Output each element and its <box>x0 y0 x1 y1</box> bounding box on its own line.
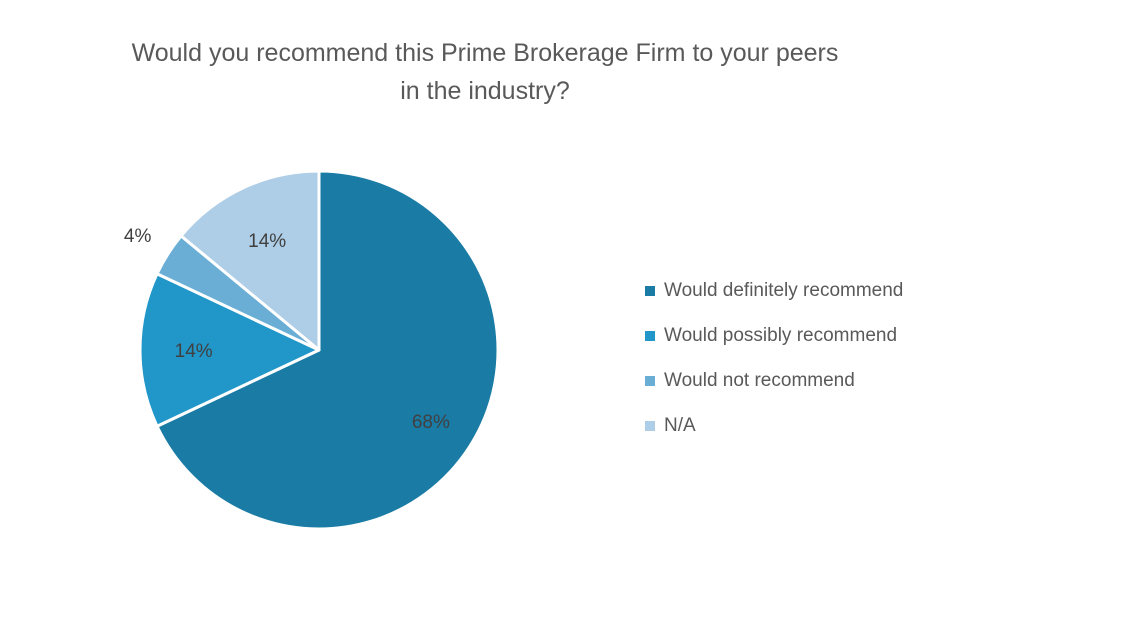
legend: Would definitely recommend Would possibly… <box>645 268 903 448</box>
pie-slice-n-a <box>179 169 321 352</box>
data-label-n-a: 14% <box>248 231 286 252</box>
legend-item-would-possibly-recommend: Would possibly recommend <box>645 313 903 358</box>
legend-label-would-not-recommend: Would not recommend <box>664 369 855 391</box>
legend-item-would-not-recommend: Would not recommend <box>645 358 903 403</box>
data-label-would-possibly-recommend: 14% <box>175 341 213 362</box>
legend-item-n-a: N/A <box>645 403 903 448</box>
data-label-would-definitely-recommend: 68% <box>412 412 450 433</box>
legend-item-would-definitely-recommend: Would definitely recommend <box>645 268 903 313</box>
legend-swatch-would-possibly-recommend <box>645 330 655 341</box>
data-label-would-not-recommend: 4% <box>124 226 152 247</box>
chart-title-line-1: Would you recommend this Prime Brokerage… <box>131 39 839 67</box>
legend-swatch-would-not-recommend <box>645 375 655 386</box>
pie-slice-would-possibly-recommend <box>138 272 321 428</box>
legend-swatch-would-definitely-recommend <box>645 285 655 296</box>
pie-slice-would-definitely-recommend <box>155 169 500 531</box>
legend-label-n-a: N/A <box>664 414 696 436</box>
legend-label-would-possibly-recommend: Would possibly recommend <box>664 324 898 346</box>
legend-label-would-definitely-recommend: Would definitely recommend <box>664 279 904 301</box>
chart-title-line-2: in the industry? <box>400 77 570 105</box>
chart-title: Would you recommend this Prime Brokerage… <box>70 34 900 110</box>
legend-swatch-n-a <box>645 420 655 431</box>
